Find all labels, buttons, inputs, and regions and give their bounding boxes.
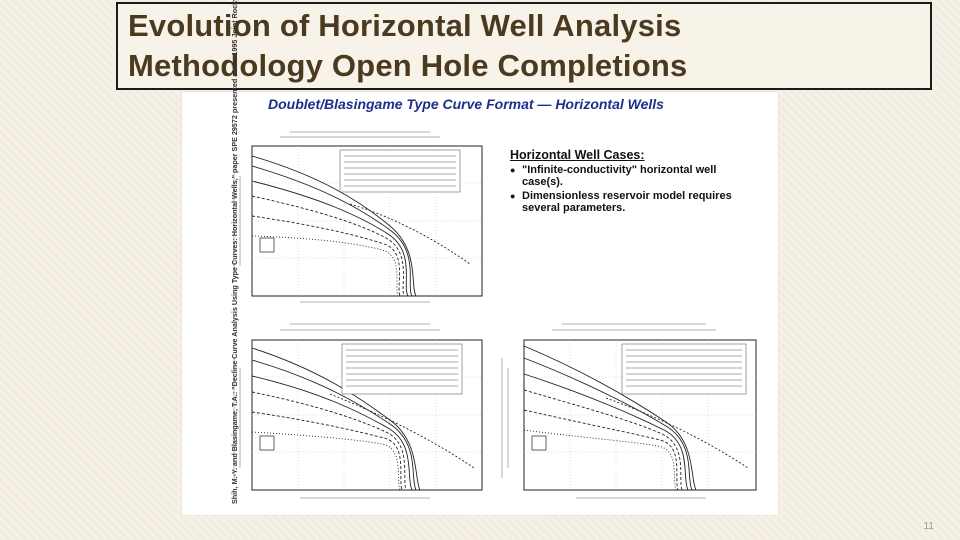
cases-heading: Horizontal Well Cases:	[510, 148, 645, 162]
type-curve-plot-2	[233, 323, 483, 499]
page-number: 11	[923, 521, 934, 532]
type-curve-plot-1	[233, 131, 483, 303]
figure-title: Doublet/Blasingame Type Curve Format — H…	[268, 96, 664, 112]
case-item: "Infinite-conductivity" horizontal well …	[510, 164, 740, 188]
title-box: Evolution of Horizontal Well Analysis Me…	[116, 2, 932, 90]
slide-title-line-2: Methodology Open Hole Completions	[128, 48, 688, 83]
type-curve-plot-3	[501, 323, 757, 499]
case-item: Dimensionless reservoir model requires s…	[510, 190, 740, 214]
type-curve-figure: Doublet/Blasingame Type Curve Format — H…	[182, 0, 778, 515]
horizontal-well-cases: Horizontal Well Cases: "Infinite-conduct…	[510, 148, 740, 214]
slide-title-line-1: Evolution of Horizontal Well Analysis	[128, 8, 682, 43]
